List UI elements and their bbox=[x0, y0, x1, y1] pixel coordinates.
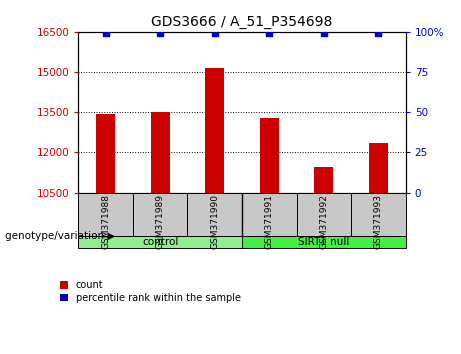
Bar bbox=[369, 143, 388, 193]
Bar bbox=[242, 193, 296, 236]
Point bbox=[375, 31, 382, 36]
Bar bbox=[314, 167, 333, 193]
Bar bbox=[351, 193, 406, 236]
Bar bbox=[188, 193, 242, 236]
Point bbox=[266, 31, 273, 36]
Bar bbox=[151, 112, 170, 193]
Point bbox=[211, 31, 219, 36]
Bar bbox=[133, 193, 188, 236]
Text: GSM371989: GSM371989 bbox=[156, 194, 165, 249]
Text: GSM371991: GSM371991 bbox=[265, 194, 274, 249]
Text: GSM371990: GSM371990 bbox=[210, 194, 219, 249]
Bar bbox=[78, 193, 133, 236]
Bar bbox=[242, 236, 406, 248]
Bar bbox=[78, 236, 242, 248]
Text: GSM371993: GSM371993 bbox=[374, 194, 383, 249]
Text: GSM371988: GSM371988 bbox=[101, 194, 110, 249]
Title: GDS3666 / A_51_P354698: GDS3666 / A_51_P354698 bbox=[151, 16, 333, 29]
Point bbox=[157, 31, 164, 36]
Text: SIRT1 null: SIRT1 null bbox=[298, 237, 349, 247]
Text: control: control bbox=[142, 237, 178, 247]
Bar bbox=[260, 118, 279, 193]
Bar bbox=[96, 114, 115, 193]
Point bbox=[320, 31, 327, 36]
Point bbox=[102, 31, 109, 36]
Bar bbox=[296, 193, 351, 236]
Legend: count, percentile rank within the sample: count, percentile rank within the sample bbox=[60, 280, 241, 303]
Bar bbox=[205, 68, 225, 193]
Text: genotype/variation ▶: genotype/variation ▶ bbox=[5, 231, 115, 241]
Text: GSM371992: GSM371992 bbox=[319, 194, 328, 249]
